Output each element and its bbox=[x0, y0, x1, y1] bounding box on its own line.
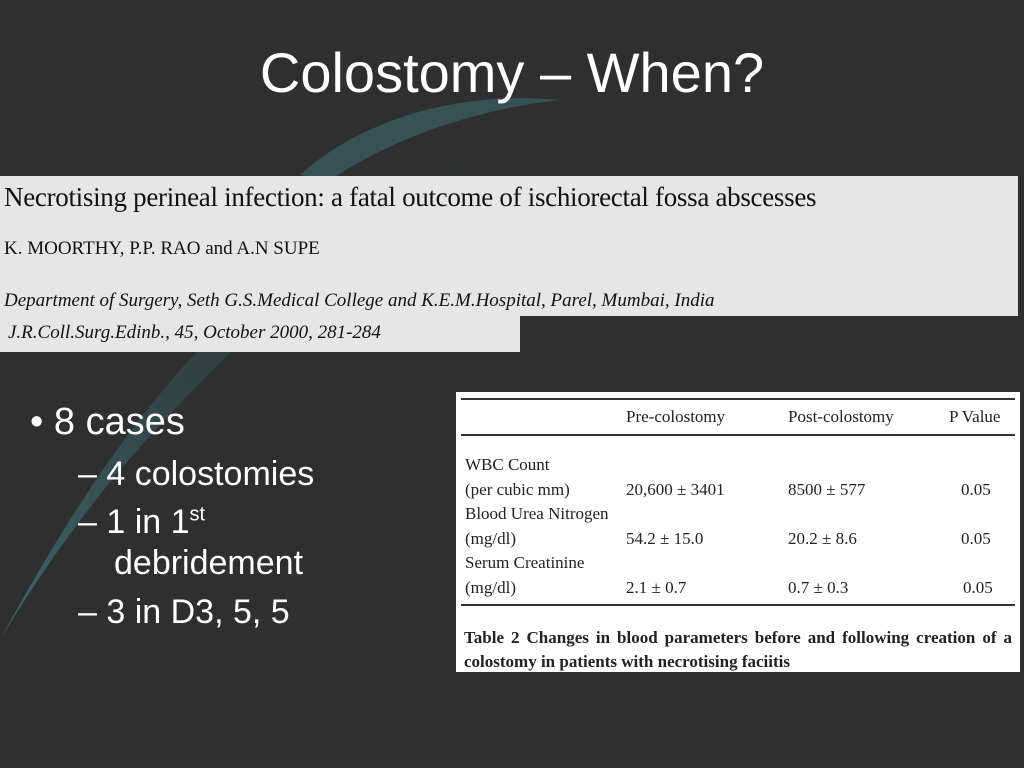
article-department: Department of Surgery, Seth G.S.Medical … bbox=[4, 290, 715, 311]
sub-bullet-text: 3 in D3, 5, 5 bbox=[106, 592, 290, 631]
cell-p: 0.05 bbox=[963, 578, 993, 597]
table-header: Pre-colostomy bbox=[626, 407, 726, 426]
slide-title: Colostomy – When? bbox=[259, 41, 765, 104]
cell-post: 0.7 ± 0.3 bbox=[788, 578, 849, 597]
cell-p: 0.05 bbox=[961, 480, 991, 499]
cell-pre: 20,600 ± 3401 bbox=[626, 480, 725, 499]
table-rule bbox=[461, 434, 1015, 436]
sub-bullet-text: 1 in 1 bbox=[106, 503, 190, 542]
article-headline: Necrotising perineal infection: a fatal … bbox=[4, 182, 817, 212]
row-unit: (mg/dl) bbox=[465, 578, 516, 597]
table-header: P Value bbox=[949, 407, 1001, 426]
sub-bullet-item: – 4 colostomies bbox=[78, 454, 315, 493]
bullet-item: • 8 cases bbox=[30, 401, 185, 443]
cell-post: 20.2 ± 8.6 bbox=[788, 529, 857, 548]
row-name: Blood Urea Nitrogen bbox=[465, 504, 609, 523]
table-rule bbox=[461, 604, 1015, 606]
table-header: Post-colostomy bbox=[788, 407, 894, 426]
cell-pre: 54.2 ± 15.0 bbox=[626, 529, 704, 548]
row-unit: (per cubic mm) bbox=[465, 480, 570, 499]
cell-pre: 2.1 ± 0.7 bbox=[626, 578, 687, 597]
bullet-list: • 8 cases – 4 colostomies – 1 in 1st debr… bbox=[30, 400, 314, 641]
row-unit: (mg/dl) bbox=[465, 529, 516, 548]
sub-bullet-item: – 3 in D3, 5, 5 bbox=[78, 592, 290, 631]
sub-bullet-text: 4 colostomies bbox=[106, 454, 315, 493]
article-header-image: Necrotising perineal infection: a fatal … bbox=[0, 176, 1018, 316]
journal-citation: J.R.Coll.Surg.Edinb., 45, October 2000, … bbox=[8, 322, 381, 343]
row-name: WBC Count bbox=[465, 455, 550, 474]
cell-post: 8500 ± 577 bbox=[788, 480, 866, 499]
sub-bullet-item: – 1 in 1st debridement bbox=[30, 502, 314, 584]
results-table-image: Pre-colostomy Post-colostomy P Value WBC… bbox=[456, 392, 1020, 672]
table-rule bbox=[461, 398, 1015, 400]
article-authors: K. MOORTHY, P.P. RAO and A.N SUPE bbox=[4, 238, 320, 259]
table-caption: Table 2 Changes in blood parameters befo… bbox=[464, 628, 1012, 671]
sub-bullet-text-continued: debridement bbox=[114, 544, 304, 583]
cell-p: 0.05 bbox=[961, 529, 991, 548]
superscript: st bbox=[189, 504, 206, 527]
bullet-text: 8 cases bbox=[53, 401, 185, 443]
row-name: Serum Creatinine bbox=[465, 553, 585, 572]
journal-citation-box: J.R.Coll.Surg.Edinb., 45, October 2000, … bbox=[0, 316, 520, 352]
